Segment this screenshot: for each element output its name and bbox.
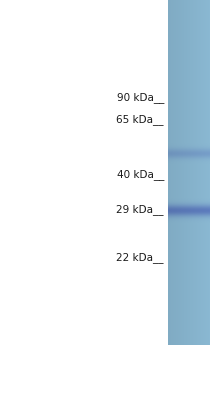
Text: 22 kDa__: 22 kDa__ — [117, 252, 164, 264]
Text: 90 kDa__: 90 kDa__ — [117, 92, 164, 104]
Text: 29 kDa__: 29 kDa__ — [117, 204, 164, 216]
Text: 40 kDa__: 40 kDa__ — [117, 170, 164, 180]
Text: 65 kDa__: 65 kDa__ — [117, 114, 164, 126]
